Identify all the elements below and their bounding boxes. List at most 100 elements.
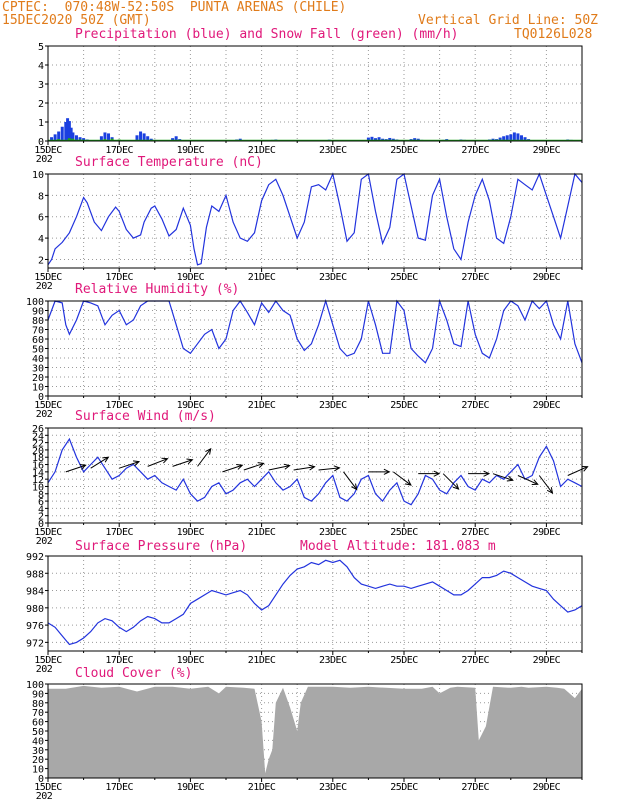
wind-arrow-head [283,463,291,470]
wind-arrow [65,464,86,473]
rh-xtick-label: 21DEC [248,400,276,411]
rh-ytick-label: 90 [32,307,44,318]
wind-ytick-label: 16 [32,461,44,472]
wind-arrow [517,475,538,485]
wind-xtick-label: 21DEC [248,527,276,538]
precip-bar [69,127,73,141]
pressure-xtick-label: 17DEC [105,655,133,666]
wind-frame [47,427,583,524]
rh-ytick-label: 30 [32,364,44,375]
snow-bar [67,138,71,141]
precip-bar [103,132,107,141]
precip-ytick-label: 5 [38,42,44,53]
wind-ytick-label: 4 [38,504,44,515]
precip-bar [498,137,502,141]
precip-bar [99,136,103,141]
temp-xtick-label: 15DEC [34,272,62,283]
wind-arrow-head [351,483,358,491]
rh-ytick-label: 20 [32,373,44,384]
precip-xtick-label: 15DEC [34,145,62,156]
precip-ytick-label: 0 [38,137,44,148]
wind-xtick-label: 23DEC [319,527,347,538]
wind-ytick-label: 10 [32,482,44,493]
precip-ytick-label: 4 [38,61,44,72]
precip-bar [107,133,111,141]
wind-xtick-label: 19DEC [177,527,205,538]
precip-bar [171,138,175,141]
temp-panel: 2 4 6 8 10 15DEC 17DEC 19DEC 21DEC 23DEC 25DEC 27DE… [32,170,583,292]
wind-ytick-label: 26 [32,424,44,435]
precip-xtick-label: 27DEC [461,145,489,156]
wind-arrow-head [102,456,110,463]
precip-ytick-label: 3 [38,80,44,91]
wind-ytick-label: 2 [38,512,44,523]
precip-bar [512,132,516,141]
pressure-xtick-label: 19DEC [177,655,205,666]
wind-arrow-head [531,479,539,485]
precip-bar [135,135,139,141]
wind-xtick-label: 29DEC [533,527,561,538]
rh-xtick-label: 23DEC [319,400,347,411]
temp-xtick-label: 29DEC [533,272,561,283]
wind-arrow [172,459,193,467]
precip-bar [523,137,527,141]
temp-ytick-label: 4 [38,234,44,245]
pressure-ytick-label: 984 [26,587,44,598]
wind-arrow [197,448,212,467]
wind-arrow [222,464,243,473]
wind-arrow-head [581,466,589,472]
precip-bar [139,131,143,141]
cloud-ytick-label: 10 [32,765,44,776]
precip-bar [370,136,374,141]
precip-bar [502,136,506,141]
cloud-xtick-label: 29DEC [533,782,561,793]
temp-year-label: 202 [36,281,53,292]
precip-ytick-label: 2 [38,99,44,110]
precip-xtick-label: 21DEC [248,145,276,156]
precip-year-label: 202 [36,154,53,165]
wind-arrow [293,466,315,471]
wind-xtick-label: 25DEC [390,527,418,538]
temp-xtick-label: 25DEC [390,272,418,283]
rh-ytick-label: 10 [32,383,44,394]
wind-arrow [318,467,340,471]
precip-bar [377,137,381,141]
cloud-xtick-label: 17DEC [105,782,133,793]
wind-arrow-head [452,483,460,490]
cloud-ytick-label: 60 [32,718,44,729]
cloud-xtick-label: 27DEC [461,782,489,793]
rh-ytick-label: 60 [32,335,44,346]
cloud-cover-area [48,685,582,778]
pressure-ytick-label: 980 [26,604,44,615]
precip-bar [57,131,61,141]
wind-arrow-head [132,460,141,467]
wind-arrow-head [186,458,194,465]
precip-bar [74,135,78,141]
cloud-ytick-label: 90 [32,689,44,700]
temp-frame [47,173,583,269]
precip-bar [82,138,86,141]
pressure-xtick-label: 15DEC [34,655,62,666]
rh-xtick-label: 17DEC [105,400,133,411]
wind-ytick-label: 8 [38,490,44,501]
pressure-model-altitude: Model Altitude: 181.083 m [300,539,496,554]
cloud-xtick-label: 21DEC [248,782,276,793]
precip-bar [505,135,509,141]
wind-ytick-label: 14 [32,468,44,479]
precip-ytick-label: 1 [38,118,44,129]
wind-arrow-head [79,463,87,470]
cloud-ytick-label: 100 [26,680,44,691]
precip-bar [388,137,392,141]
wind-arrow [567,466,588,476]
wind-arrow-head [506,475,514,482]
cloud-ytick-label: 40 [32,736,44,747]
temp-xtick-label: 17DEC [105,272,133,283]
rh-ytick-label: 100 [26,297,44,308]
pressure-xtick-label: 29DEC [533,655,561,666]
wind-ytick-label: 20 [32,446,44,457]
header-source-location: CPTEC: 070:48W-52:50S PUNTA ARENAS (CHIL… [2,0,347,15]
wind-arrow-head [483,470,491,477]
